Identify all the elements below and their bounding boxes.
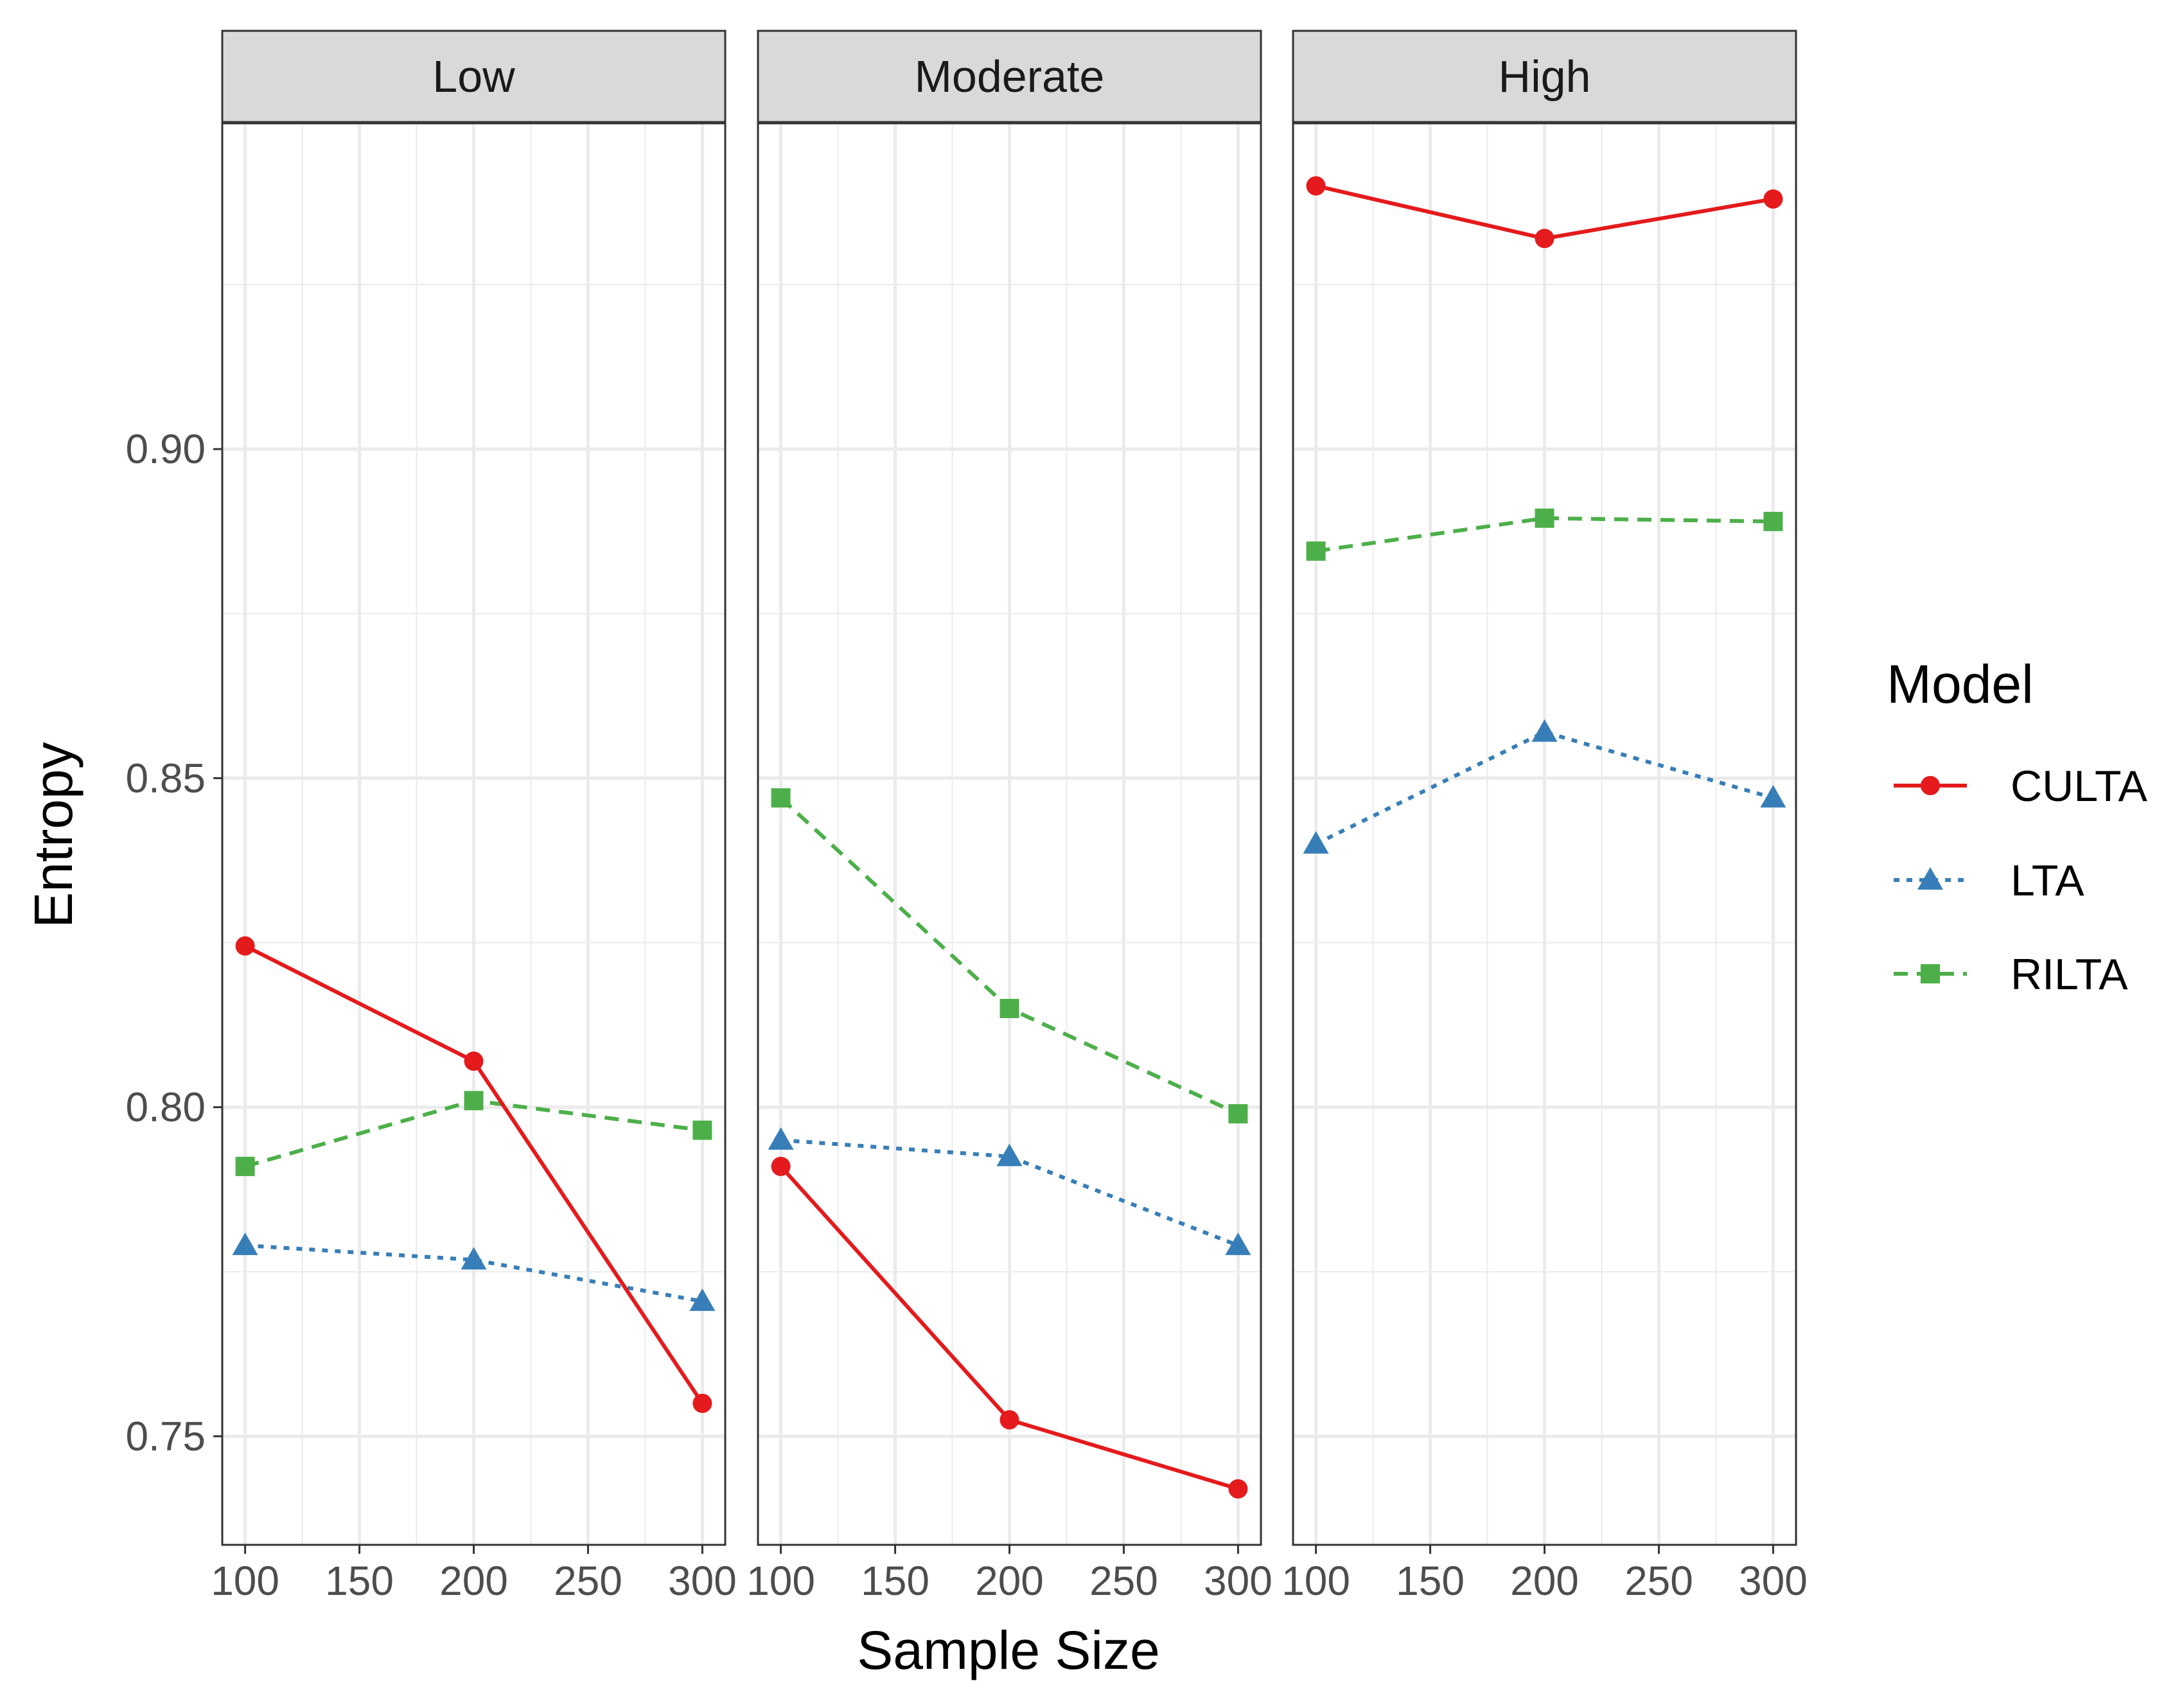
data-point-lta xyxy=(1531,719,1558,742)
data-point-culta xyxy=(692,1393,712,1413)
data-point-rilta xyxy=(235,1156,255,1176)
legend-title: Model xyxy=(1887,654,2034,714)
y-axis-title: Entropy xyxy=(23,742,84,928)
y-tick-label: 0.85 xyxy=(125,755,206,801)
facet-strip-label: Low xyxy=(432,51,515,101)
data-point-rilta xyxy=(1763,511,1783,531)
data-point-rilta xyxy=(464,1091,484,1111)
x-tick-label: 250 xyxy=(1625,1558,1693,1604)
data-point-culta xyxy=(464,1051,484,1071)
facet-strip xyxy=(221,30,727,123)
data-point-culta xyxy=(1228,1479,1248,1499)
x-tick-label: 150 xyxy=(1396,1558,1465,1604)
data-point-culta xyxy=(1000,1410,1019,1430)
data-point-lta xyxy=(1303,831,1329,854)
data-point-lta xyxy=(768,1127,794,1150)
data-point-lta xyxy=(689,1288,716,1311)
data-point-lta xyxy=(996,1143,1023,1166)
data-point-rilta xyxy=(1535,508,1554,528)
data-point-rilta xyxy=(1306,541,1326,561)
data-point-rilta xyxy=(771,788,791,808)
y-tick-label: 0.75 xyxy=(125,1413,206,1459)
x-tick-label: 150 xyxy=(861,1558,929,1604)
facet-panel-low: Low 100 150 200 250 300 xyxy=(211,30,737,1604)
data-point-culta xyxy=(1306,176,1326,196)
facet-panel-high: High 100 150 200 250 300 xyxy=(1281,30,1808,1604)
x-tick-label: 100 xyxy=(746,1558,815,1604)
legend-label-culta: CULTA xyxy=(2011,762,2147,811)
legend-key-marker-rilta xyxy=(1921,964,1940,983)
data-point-lta xyxy=(232,1232,258,1255)
legend-key-marker-lta xyxy=(1917,867,1943,890)
x-tick-label: 100 xyxy=(211,1558,279,1604)
data-point-culta xyxy=(1535,229,1554,249)
data-point-rilta xyxy=(692,1120,712,1140)
facet-strip-label: Moderate xyxy=(915,51,1105,101)
x-tick-label: 300 xyxy=(668,1558,737,1604)
x-tick-label: 300 xyxy=(1739,1558,1808,1604)
panels-layer: Low 100 150 200 250 300 Moderate 100 150 200 250 30… xyxy=(211,30,1808,1604)
y-tick-label: 0.80 xyxy=(125,1084,206,1131)
data-point-lta xyxy=(1225,1232,1251,1255)
x-tick-label: 300 xyxy=(1204,1558,1273,1604)
x-tick-label: 200 xyxy=(975,1558,1044,1604)
y-tick-label: 0.90 xyxy=(125,426,206,472)
data-point-rilta xyxy=(1000,999,1019,1019)
x-tick-label: 100 xyxy=(1281,1558,1350,1604)
legend: Model CULTA LTA RILTA xyxy=(1887,654,2147,999)
y-axis: 0.75 0.80 0.85 0.90 xyxy=(125,426,222,1459)
facet-strip xyxy=(1292,30,1797,123)
data-point-rilta xyxy=(1228,1104,1248,1123)
x-axis-title: Sample Size xyxy=(857,1620,1160,1680)
series-line-rilta xyxy=(1316,516,1774,553)
data-point-culta xyxy=(771,1156,791,1176)
x-tick-label: 200 xyxy=(1510,1558,1579,1604)
data-point-culta xyxy=(1763,189,1783,209)
x-tick-label: 250 xyxy=(554,1558,622,1604)
legend-key-marker-culta xyxy=(1921,776,1940,795)
x-tick-label: 200 xyxy=(439,1558,508,1604)
series-line-lta xyxy=(1315,730,1774,846)
data-point-culta xyxy=(235,936,255,956)
legend-label-rilta: RILTA xyxy=(2011,950,2128,999)
data-point-lta xyxy=(461,1247,487,1270)
x-tick-label: 150 xyxy=(325,1558,394,1604)
facet-panel-moderate: Moderate 100 150 200 250 300 xyxy=(746,30,1273,1604)
x-tick-label: 250 xyxy=(1089,1558,1158,1604)
facet-strip xyxy=(757,30,1262,123)
facet-strip-label: High xyxy=(1499,51,1591,101)
data-point-lta xyxy=(1760,785,1786,808)
legend-label-lta: LTA xyxy=(2011,856,2084,905)
